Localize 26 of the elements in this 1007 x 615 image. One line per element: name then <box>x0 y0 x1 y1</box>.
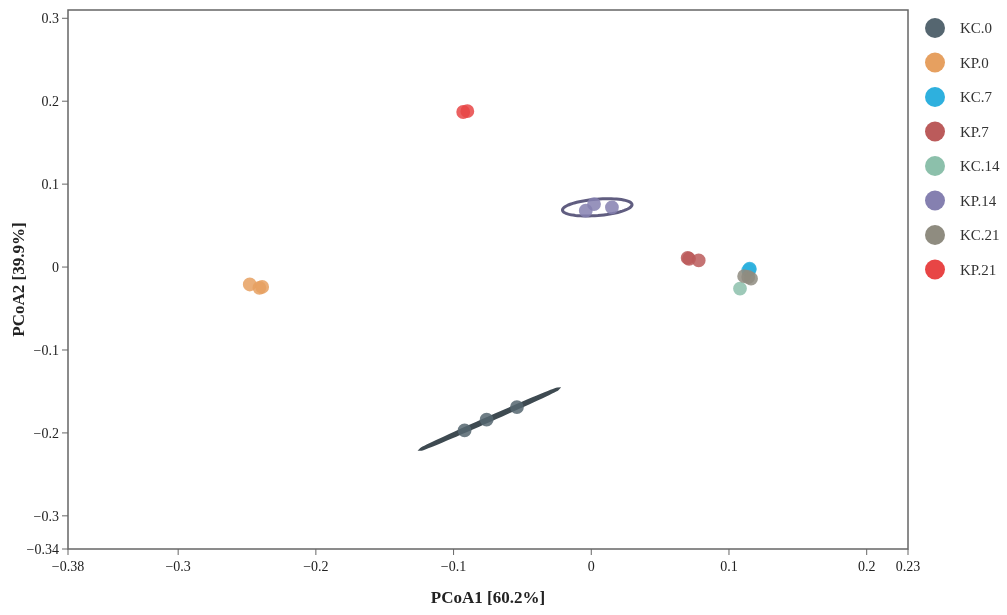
x-tick-label: 0.2 <box>857 559 876 574</box>
x-tick-label: 0 <box>587 559 595 574</box>
x-tick-label: −0.3 <box>165 559 191 574</box>
legend-label: KP.0 <box>960 54 989 71</box>
legend-label: KC.14 <box>960 158 1001 175</box>
y-tick-label: 0.2 <box>41 94 59 110</box>
legend-label: KC.0 <box>960 20 993 37</box>
x-tick-label: −0.38 <box>51 559 85 574</box>
legend-label: KC.7 <box>960 89 993 106</box>
y-axis-title: PCoA2 [39.9%] <box>9 222 28 337</box>
y-tick-label: 0.1 <box>41 177 59 193</box>
x-tick-label: −0.1 <box>440 559 467 574</box>
y-tick-label: −0.3 <box>33 508 59 524</box>
x-tick-label: 0.1 <box>720 559 738 574</box>
x-tick-label: 0.23 <box>895 559 921 574</box>
x-axis-title: PCoA1 [60.2%] <box>430 588 546 607</box>
y-tick-label: −0.2 <box>33 425 59 441</box>
legend-label: KP.21 <box>960 261 997 278</box>
y-tick-label: −0.1 <box>33 342 59 358</box>
y-tick-label: 0.3 <box>41 11 59 27</box>
legend-label: KP.14 <box>960 192 997 209</box>
legend-label: KP.7 <box>960 123 990 140</box>
legend-label: KC.21 <box>960 227 1000 244</box>
x-tick-label: −0.2 <box>303 559 329 574</box>
y-tick-label: −0.34 <box>26 541 59 557</box>
y-tick-label: 0 <box>52 259 59 275</box>
